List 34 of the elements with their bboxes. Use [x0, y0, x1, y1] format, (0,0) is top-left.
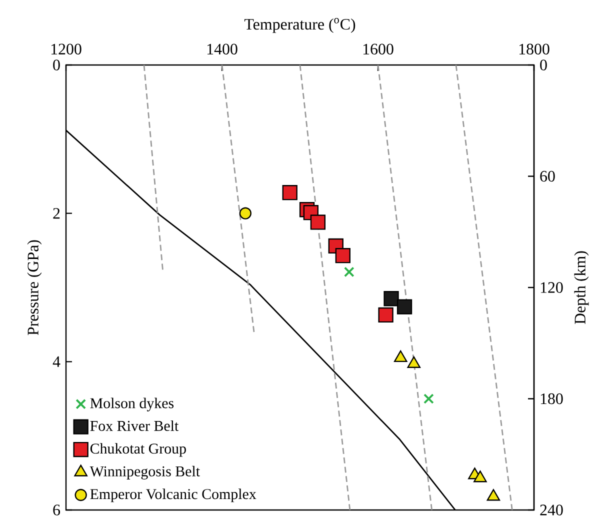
- point: [239, 207, 252, 220]
- y2-tick-label: 60: [540, 170, 555, 182]
- y2-tick-label: 0: [540, 60, 547, 70]
- point: [378, 307, 394, 323]
- point: [407, 356, 421, 368]
- x-axis-title: Temperature ($^{o}$C): [244, 18, 356, 33]
- legend-label: Winnipegosis Belt: [90, 466, 200, 480]
- y-tick-label: 2: [53, 208, 60, 219]
- y-tick-label: 0: [53, 60, 60, 70]
- point: [282, 185, 298, 200]
- legend-label: Fox River Belt: [90, 420, 179, 431]
- x-tick-label: 1400: [207, 44, 238, 54]
- y-tick-label: 6: [53, 504, 60, 516]
- legend-label: Molson dykes: [90, 398, 174, 412]
- point: [474, 470, 487, 482]
- point: [384, 291, 399, 306]
- y-tick-label: 4: [52, 356, 60, 367]
- point: [344, 266, 354, 278]
- point: [335, 248, 350, 264]
- x-tick-label: 1200: [51, 44, 82, 54]
- x-tick-label: 1800: [519, 44, 550, 54]
- point: [486, 489, 500, 501]
- y2-tick-label: 180: [540, 393, 563, 404]
- y2-tick-label: 120: [540, 282, 563, 293]
- point: [394, 350, 408, 362]
- point: [396, 299, 412, 314]
- legend-label: Emperor Volcanic Complex: [90, 488, 256, 502]
- y2-axis-title: Depth (km): [574, 251, 589, 324]
- x-tick-label: 1600: [363, 44, 394, 54]
- point: [423, 394, 434, 404]
- y-axis-title: Pressure (GPa): [27, 240, 42, 336]
- point: [310, 214, 326, 230]
- y2-tick-label: 240: [540, 504, 563, 516]
- legend-label: Chukotat Group: [90, 443, 186, 457]
